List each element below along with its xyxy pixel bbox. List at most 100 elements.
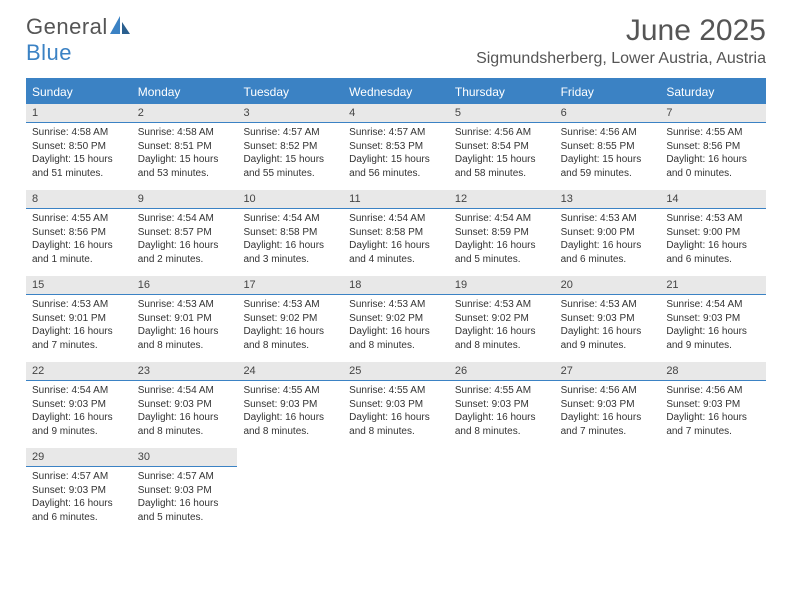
day-content: Sunrise: 4:56 AMSunset: 9:03 PMDaylight:… [660, 381, 766, 444]
day-number: 28 [660, 362, 766, 381]
sunrise-text: Sunrise: 4:56 AM [666, 384, 760, 398]
week-row: 15Sunrise: 4:53 AMSunset: 9:01 PMDayligh… [26, 276, 766, 362]
day-content: Sunrise: 4:55 AMSunset: 8:56 PMDaylight:… [26, 209, 132, 272]
day-cell [343, 448, 449, 534]
day-cell: 15Sunrise: 4:53 AMSunset: 9:01 PMDayligh… [26, 276, 132, 362]
day-content: Sunrise: 4:56 AMSunset: 9:03 PMDaylight:… [555, 381, 661, 444]
day-cell: 7Sunrise: 4:55 AMSunset: 8:56 PMDaylight… [660, 104, 766, 190]
day-number: 29 [26, 448, 132, 467]
sunset-text: Sunset: 9:03 PM [32, 398, 126, 412]
day-cell: 2Sunrise: 4:58 AMSunset: 8:51 PMDaylight… [132, 104, 238, 190]
sunset-text: Sunset: 9:02 PM [243, 312, 337, 326]
day-cell: 17Sunrise: 4:53 AMSunset: 9:02 PMDayligh… [237, 276, 343, 362]
daylight-text: Daylight: 16 hours and 8 minutes. [455, 411, 549, 438]
day-cell: 18Sunrise: 4:53 AMSunset: 9:02 PMDayligh… [343, 276, 449, 362]
daylight-text: Daylight: 16 hours and 9 minutes. [561, 325, 655, 352]
sunset-text: Sunset: 9:00 PM [561, 226, 655, 240]
day-header-row: SundayMondayTuesdayWednesdayThursdayFrid… [26, 80, 766, 104]
day-header-tuesday: Tuesday [237, 80, 343, 104]
day-cell: 9Sunrise: 4:54 AMSunset: 8:57 PMDaylight… [132, 190, 238, 276]
sunrise-text: Sunrise: 4:57 AM [243, 126, 337, 140]
sunrise-text: Sunrise: 4:54 AM [138, 384, 232, 398]
sunset-text: Sunset: 8:50 PM [32, 140, 126, 154]
daylight-text: Daylight: 16 hours and 8 minutes. [138, 325, 232, 352]
logo-sail-icon [110, 16, 132, 34]
sunset-text: Sunset: 9:02 PM [349, 312, 443, 326]
day-number: 18 [343, 276, 449, 295]
sunset-text: Sunset: 9:03 PM [666, 398, 760, 412]
sunrise-text: Sunrise: 4:54 AM [243, 212, 337, 226]
day-content: Sunrise: 4:54 AMSunset: 8:58 PMDaylight:… [343, 209, 449, 272]
daylight-text: Daylight: 16 hours and 8 minutes. [243, 411, 337, 438]
day-content: Sunrise: 4:57 AMSunset: 9:03 PMDaylight:… [132, 467, 238, 530]
sunrise-text: Sunrise: 4:57 AM [32, 470, 126, 484]
day-cell: 29Sunrise: 4:57 AMSunset: 9:03 PMDayligh… [26, 448, 132, 534]
day-number: 5 [449, 104, 555, 123]
day-cell: 21Sunrise: 4:54 AMSunset: 9:03 PMDayligh… [660, 276, 766, 362]
day-content: Sunrise: 4:53 AMSunset: 9:00 PMDaylight:… [660, 209, 766, 272]
logo-text: General Blue [26, 14, 132, 66]
sunrise-text: Sunrise: 4:53 AM [561, 212, 655, 226]
sunrise-text: Sunrise: 4:54 AM [349, 212, 443, 226]
day-number: 23 [132, 362, 238, 381]
sunrise-text: Sunrise: 4:54 AM [32, 384, 126, 398]
day-cell: 8Sunrise: 4:55 AMSunset: 8:56 PMDaylight… [26, 190, 132, 276]
sunrise-text: Sunrise: 4:53 AM [138, 298, 232, 312]
day-content: Sunrise: 4:53 AMSunset: 9:01 PMDaylight:… [132, 295, 238, 358]
day-content: Sunrise: 4:53 AMSunset: 9:02 PMDaylight:… [343, 295, 449, 358]
week-row: 8Sunrise: 4:55 AMSunset: 8:56 PMDaylight… [26, 190, 766, 276]
daylight-text: Daylight: 16 hours and 8 minutes. [243, 325, 337, 352]
sunset-text: Sunset: 8:57 PM [138, 226, 232, 240]
sunrise-text: Sunrise: 4:53 AM [349, 298, 443, 312]
sunrise-text: Sunrise: 4:58 AM [32, 126, 126, 140]
sunrise-text: Sunrise: 4:56 AM [455, 126, 549, 140]
daylight-text: Daylight: 16 hours and 8 minutes. [455, 325, 549, 352]
day-cell [237, 448, 343, 534]
logo-word-general: General [26, 14, 108, 39]
sunset-text: Sunset: 8:56 PM [32, 226, 126, 240]
day-cell: 26Sunrise: 4:55 AMSunset: 9:03 PMDayligh… [449, 362, 555, 448]
day-number: 14 [660, 190, 766, 209]
sunset-text: Sunset: 8:52 PM [243, 140, 337, 154]
daylight-text: Daylight: 16 hours and 9 minutes. [32, 411, 126, 438]
sunset-text: Sunset: 8:58 PM [243, 226, 337, 240]
logo-word-blue: Blue [26, 40, 72, 65]
day-cell: 6Sunrise: 4:56 AMSunset: 8:55 PMDaylight… [555, 104, 661, 190]
title-block: June 2025 Sigmundsherberg, Lower Austria… [476, 14, 766, 68]
sunrise-text: Sunrise: 4:56 AM [561, 384, 655, 398]
day-number: 25 [343, 362, 449, 381]
day-content: Sunrise: 4:55 AMSunset: 9:03 PMDaylight:… [343, 381, 449, 444]
day-cell: 30Sunrise: 4:57 AMSunset: 9:03 PMDayligh… [132, 448, 238, 534]
day-content: Sunrise: 4:54 AMSunset: 8:57 PMDaylight:… [132, 209, 238, 272]
daylight-text: Daylight: 16 hours and 4 minutes. [349, 239, 443, 266]
day-content: Sunrise: 4:53 AMSunset: 9:02 PMDaylight:… [449, 295, 555, 358]
day-number: 9 [132, 190, 238, 209]
daylight-text: Daylight: 16 hours and 3 minutes. [243, 239, 337, 266]
daylight-text: Daylight: 15 hours and 55 minutes. [243, 153, 337, 180]
day-content: Sunrise: 4:54 AMSunset: 8:58 PMDaylight:… [237, 209, 343, 272]
day-cell: 23Sunrise: 4:54 AMSunset: 9:03 PMDayligh… [132, 362, 238, 448]
sunset-text: Sunset: 8:58 PM [349, 226, 443, 240]
sunset-text: Sunset: 9:01 PM [32, 312, 126, 326]
sunset-text: Sunset: 9:00 PM [666, 226, 760, 240]
day-number: 4 [343, 104, 449, 123]
day-cell: 13Sunrise: 4:53 AMSunset: 9:00 PMDayligh… [555, 190, 661, 276]
sunset-text: Sunset: 8:54 PM [455, 140, 549, 154]
logo: General Blue [26, 14, 132, 66]
sunset-text: Sunset: 9:03 PM [561, 312, 655, 326]
day-number: 21 [660, 276, 766, 295]
day-content: Sunrise: 4:58 AMSunset: 8:51 PMDaylight:… [132, 123, 238, 186]
day-number: 13 [555, 190, 661, 209]
day-content: Sunrise: 4:57 AMSunset: 9:03 PMDaylight:… [26, 467, 132, 530]
daylight-text: Daylight: 16 hours and 8 minutes. [349, 411, 443, 438]
sunrise-text: Sunrise: 4:55 AM [243, 384, 337, 398]
sunset-text: Sunset: 8:51 PM [138, 140, 232, 154]
day-content: Sunrise: 4:53 AMSunset: 9:00 PMDaylight:… [555, 209, 661, 272]
sunrise-text: Sunrise: 4:53 AM [32, 298, 126, 312]
day-content: Sunrise: 4:55 AMSunset: 8:56 PMDaylight:… [660, 123, 766, 186]
sunset-text: Sunset: 9:02 PM [455, 312, 549, 326]
day-content: Sunrise: 4:57 AMSunset: 8:52 PMDaylight:… [237, 123, 343, 186]
sunset-text: Sunset: 9:03 PM [138, 398, 232, 412]
sunrise-text: Sunrise: 4:56 AM [561, 126, 655, 140]
daylight-text: Daylight: 16 hours and 6 minutes. [666, 239, 760, 266]
